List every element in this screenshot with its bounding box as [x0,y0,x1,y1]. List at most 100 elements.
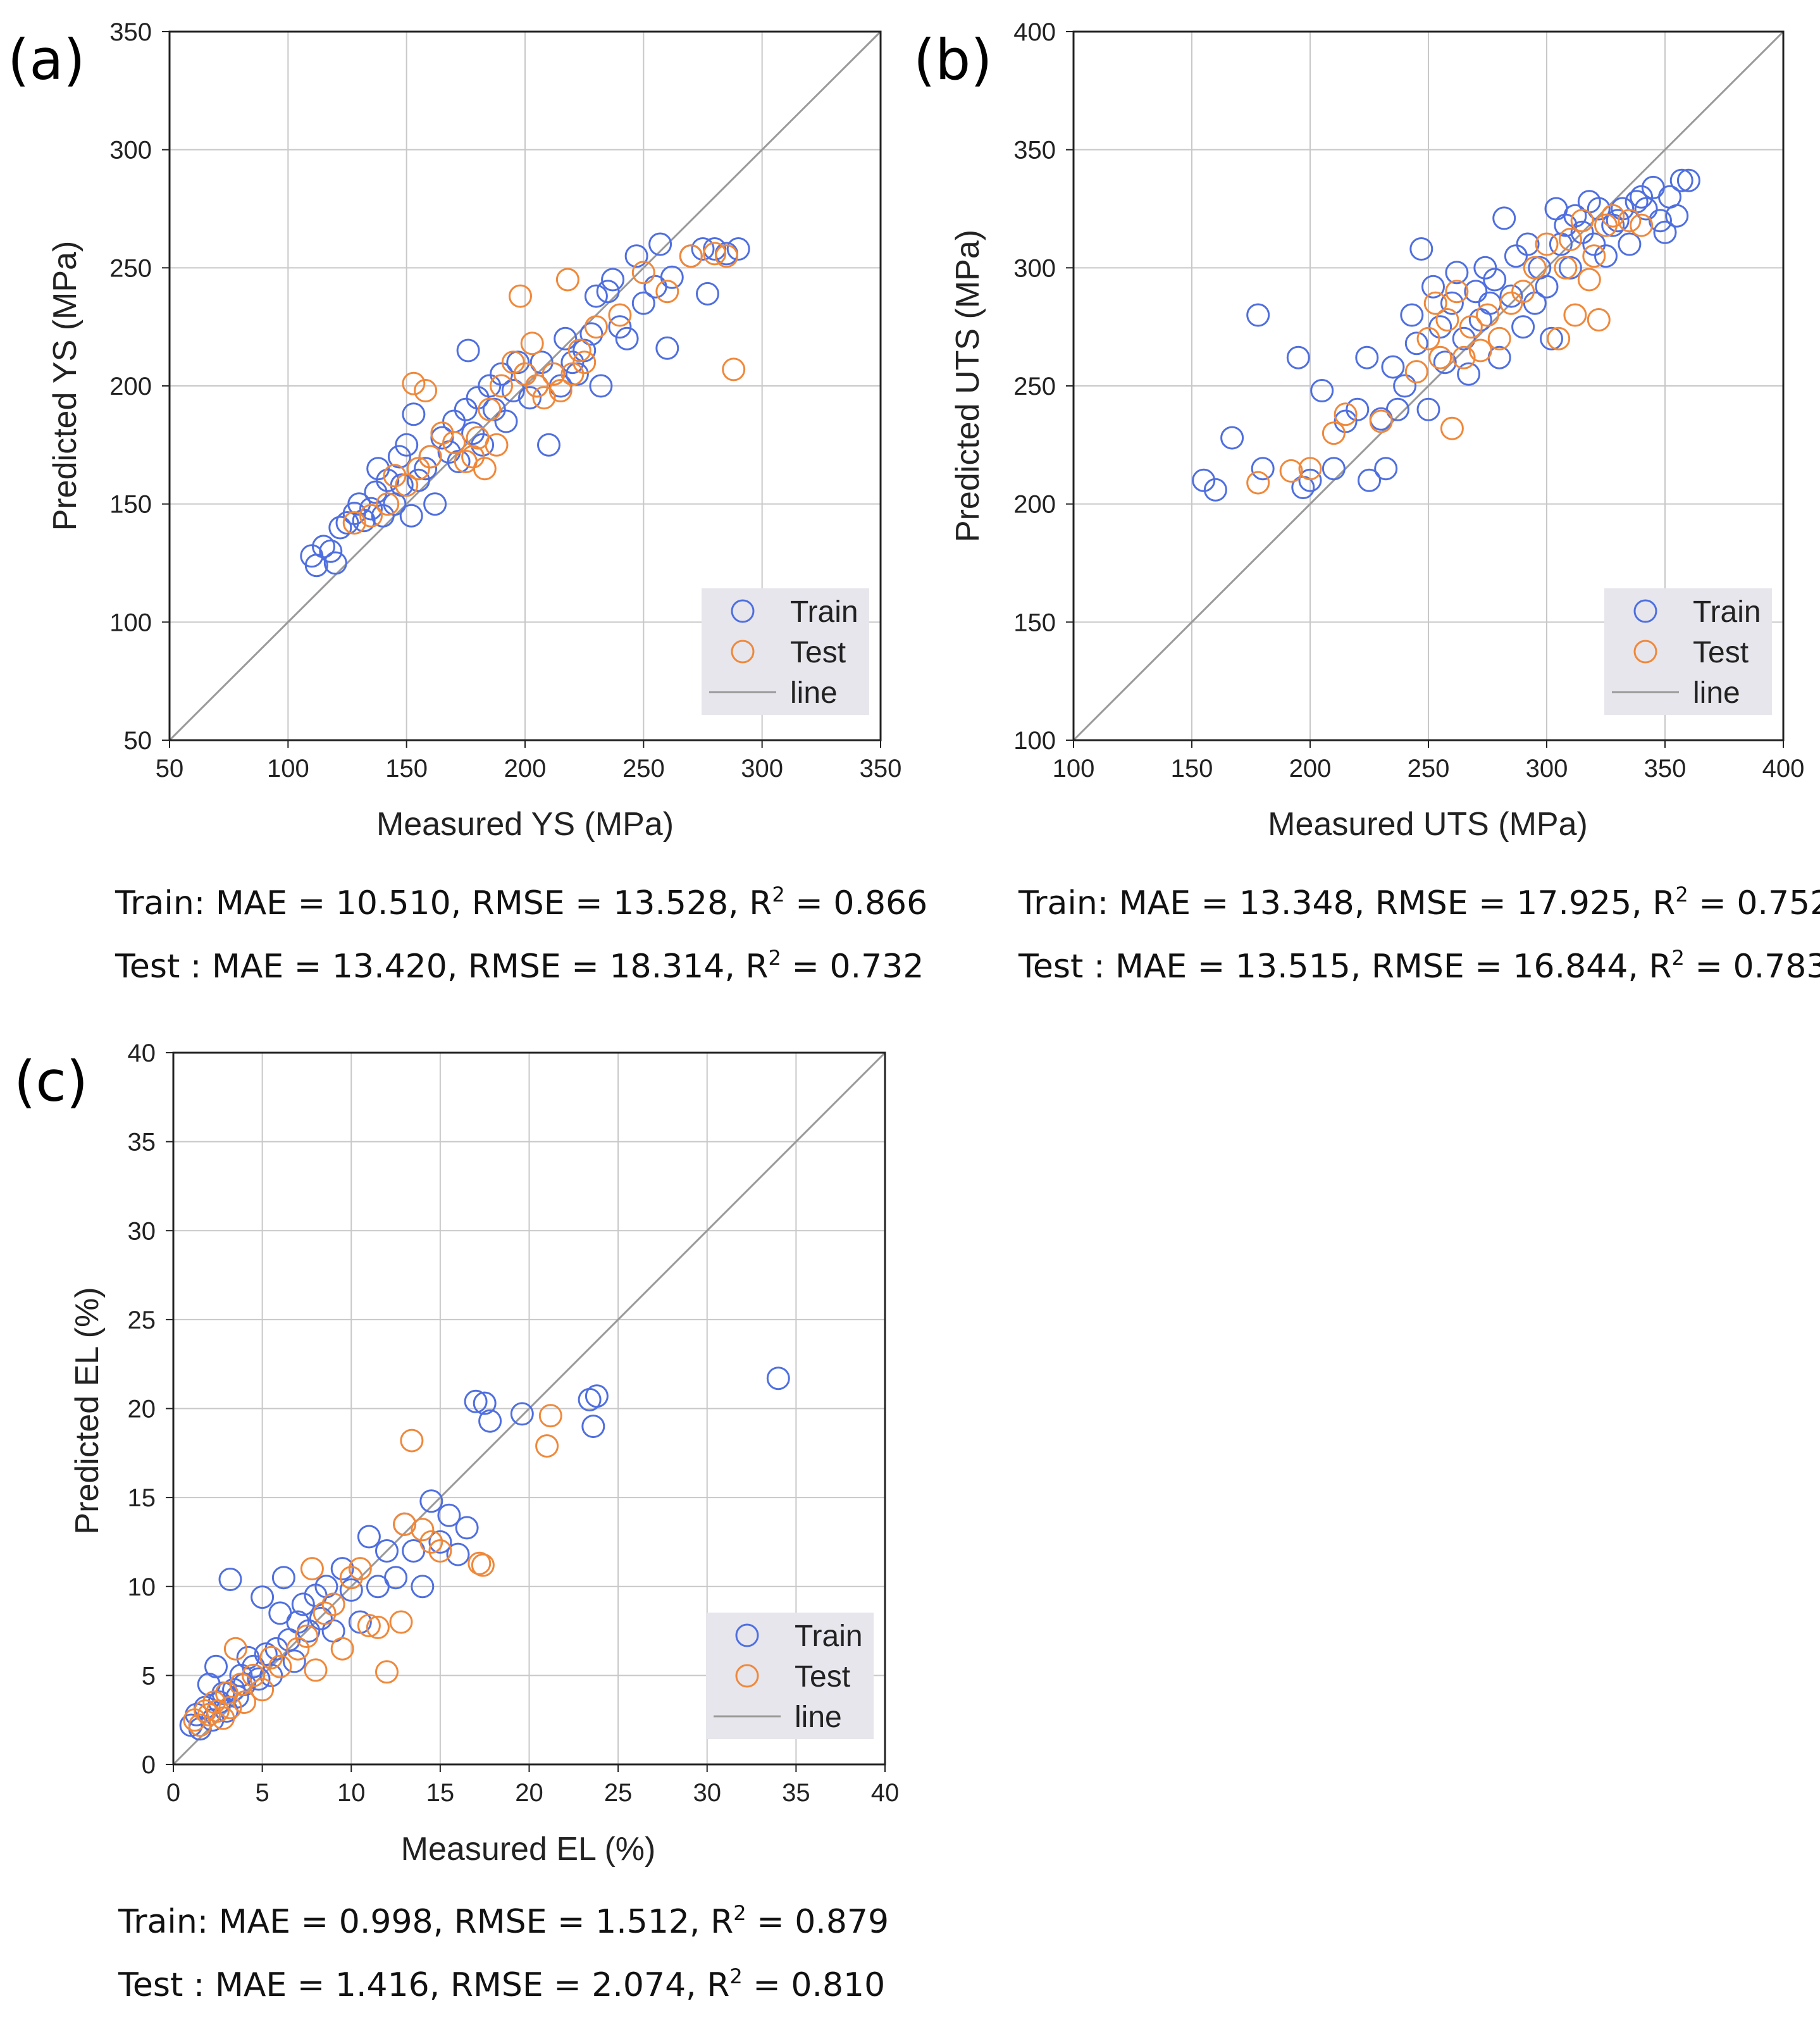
data-point-train [631,291,655,315]
y-tick-label: 100 [109,609,152,636]
data-point-test [357,1614,381,1638]
data-point-test [342,511,366,535]
data-point-test [442,431,466,455]
scatter-plot-b: 100 150 200 250 300 350 400 100 150 200 250 300 350 4… [1013,18,1804,783]
data-point-train [601,268,625,292]
legend: Train Test line [702,588,869,715]
y-tick-label: 20 [128,1396,156,1423]
data-point-test [286,1637,310,1661]
metrics-train-c: Train: MAE = 0.998, RMSE = 1.512, R2 = 0… [118,1901,889,1941]
data-point-train [1554,213,1578,237]
legend-marker-train [731,599,755,623]
data-point-train [1634,197,1658,221]
data-point-train [309,1606,333,1630]
legend-marker-train [1633,599,1657,623]
data-point-train [387,445,411,469]
data-point-train [703,237,727,261]
data-point-train [482,397,506,421]
data-point-train [1582,232,1606,256]
data-point-train [615,326,639,350]
data-point-train [1400,303,1424,327]
data-point-train [1457,362,1481,386]
data-point-test [1334,402,1358,426]
data-point-train [247,1667,271,1691]
data-point-train [259,1663,283,1687]
data-point-test [1459,315,1483,339]
data-point-train [691,237,715,261]
y-tick-label: 15 [128,1484,156,1512]
data-point-train [1220,426,1244,450]
y-tick-label: 250 [1013,373,1056,400]
data-point-test [1246,471,1270,495]
data-point-train [1570,220,1594,244]
data-point-train [1540,326,1563,350]
data-point-train [1409,237,1433,261]
data-point-train [399,504,423,528]
data-point-train [490,362,513,386]
data-point-test [473,457,497,481]
data-point-train [1558,256,1582,280]
data-point-test [538,1404,562,1428]
data-point-test [300,1557,324,1581]
data-point-train [596,280,620,304]
data-point-train [339,1578,363,1602]
data-point-train [1563,204,1587,228]
data-point-train [648,232,672,256]
data-point-test [1322,421,1346,445]
plot-frame [168,30,882,741]
data-point-train [518,386,542,410]
y-axis-label-a: Predicted YS (MPa) [47,241,84,531]
data-point-train [537,433,560,457]
data-point-train [696,282,719,306]
panel-c: (c) 0 5 10 15 20 25 30 35 40 0 5 10 15 20 25 30 35 40 Trai… [14,1039,899,2004]
data-point-train [581,1415,605,1439]
scatter-plot-a: 50 100 150 200 250 300 350 50 100 150 200 250 300 350… [109,18,901,783]
data-point-train [506,350,530,375]
metrics-test-c: Test : MAE = 1.416, RMSE = 2.074, R2 = 0… [118,1964,885,2004]
data-point-train [1421,275,1445,299]
y-tick-label: 300 [109,137,152,164]
legend-label: Test [790,636,846,669]
data-point-test [229,1672,253,1696]
data-point-test [542,362,566,386]
data-point-test [251,1678,275,1702]
panel-a: (a) 50 100 150 200 250 300 350 50 100 150 200 250 30… [8,18,927,986]
data-point-train [1358,468,1381,492]
x-tick-label: 15 [426,1779,455,1807]
data-point-train [218,1568,242,1591]
data-point-train [1355,345,1379,369]
data-point-train [1606,209,1630,233]
data-point-train [660,265,684,289]
y-axis-label-b: Predicted UTS (MPa) [950,230,986,542]
data-point-train [1452,326,1476,350]
data-point-test [376,492,400,516]
data-point-train [1440,291,1464,315]
data-point-train [554,326,578,350]
data-point-train [589,374,613,398]
panel-label-a: (a) [8,27,85,92]
data-point-test [1416,326,1440,350]
data-point-train [1445,261,1469,285]
data-point-test [1563,303,1587,327]
x-tick-label: 40 [871,1779,900,1807]
y-tick-label: 100 [1013,727,1056,755]
data-point-test [428,1539,452,1563]
data-point-train [501,379,525,402]
x-tick-label: 400 [1762,755,1805,783]
data-point-test [233,1690,256,1714]
data-point-train [1393,374,1417,398]
data-point-train [478,374,502,398]
metrics-test-b: Test : MAE = 13.515, RMSE = 16.844, R2 =… [1018,946,1820,986]
data-point-train [437,1503,461,1527]
data-point-test [1369,409,1393,433]
data-point-test [304,1658,328,1682]
data-point-train [446,1542,470,1566]
legend-label: Train [1693,595,1761,629]
data-point-test [471,1553,495,1577]
data-point-test [1558,228,1582,251]
data-point-train [1535,275,1559,299]
data-point-test [655,280,679,304]
data-point-train [312,535,335,559]
data-point-train [585,1384,609,1408]
x-tick-label: 250 [622,755,665,783]
